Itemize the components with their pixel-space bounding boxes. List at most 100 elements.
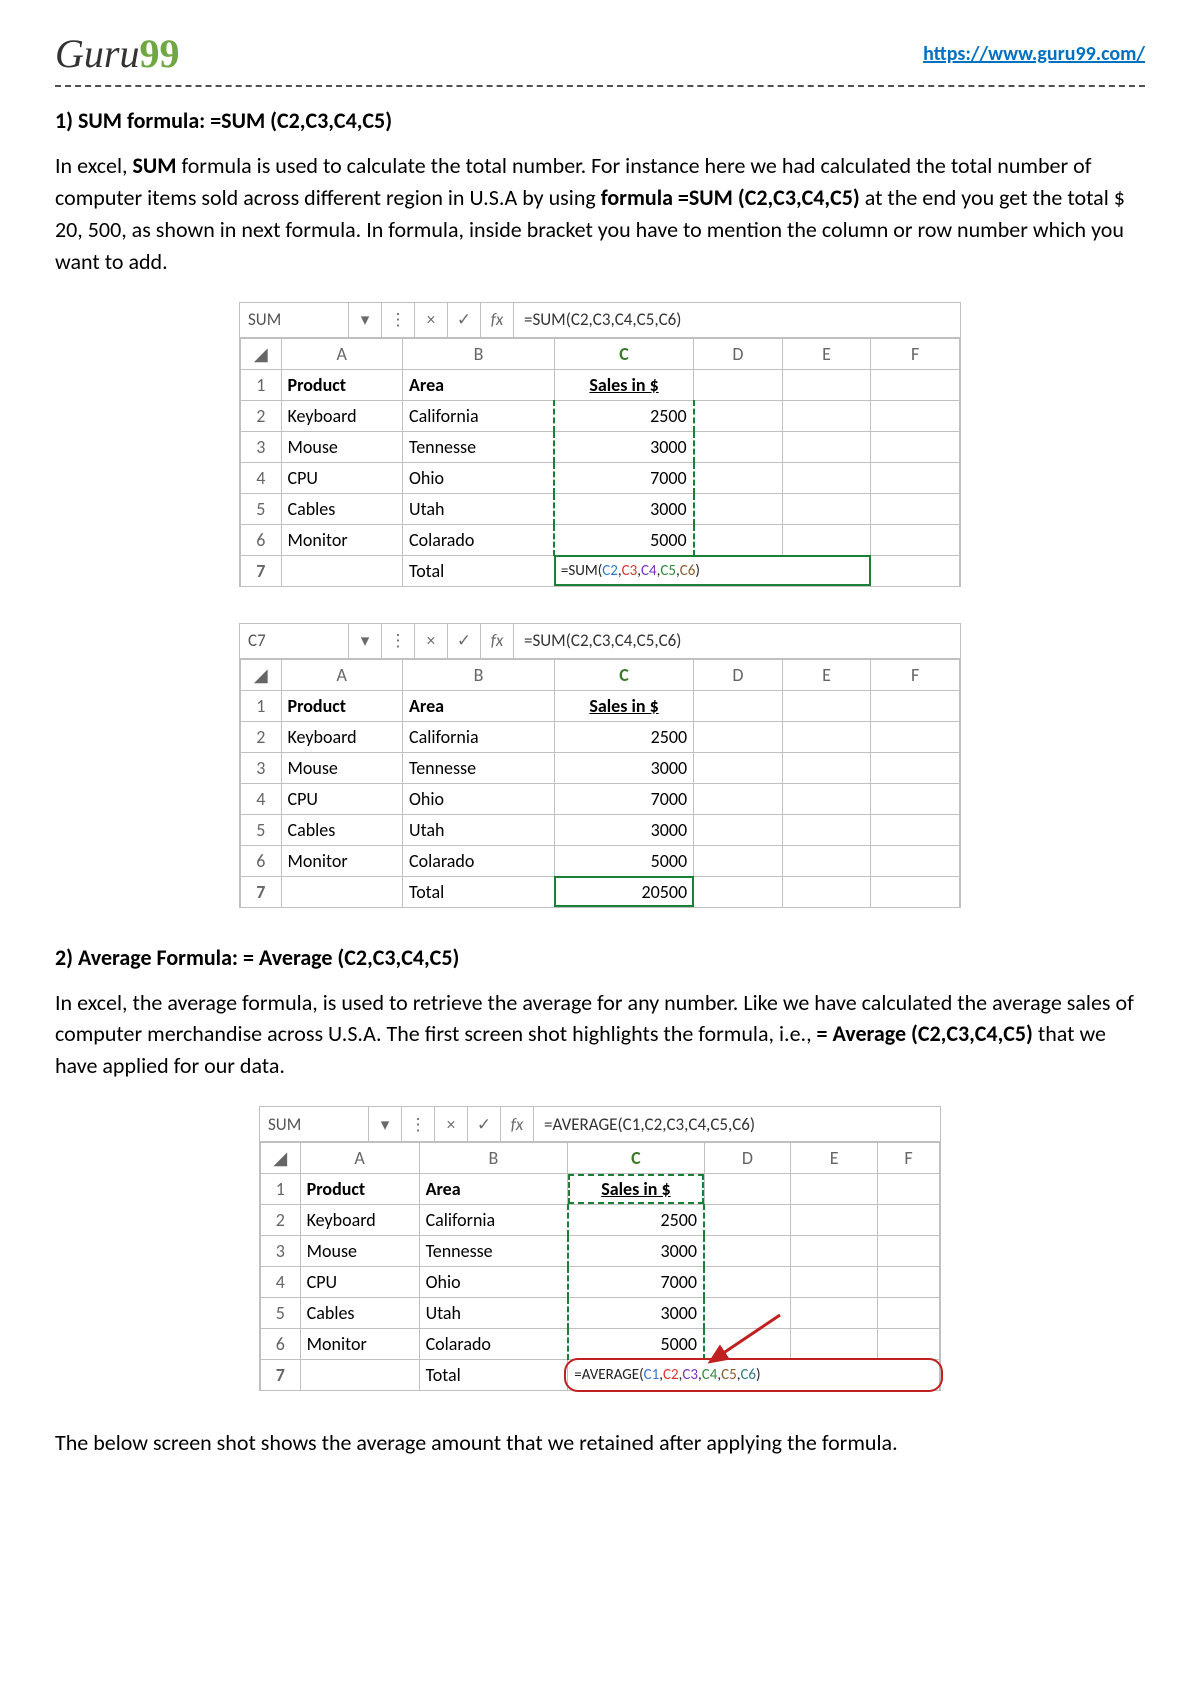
dropdown-icon[interactable]: ▾: [349, 303, 382, 337]
cell[interactable]: [300, 1360, 419, 1391]
cell[interactable]: [704, 1298, 791, 1329]
cell[interactable]: [782, 400, 871, 431]
cell[interactable]: [791, 1205, 878, 1236]
fx-icon[interactable]: fx: [481, 303, 514, 337]
formula-bar-input[interactable]: =SUM(C2,C3,C4,C5,C6): [514, 303, 960, 337]
col-header[interactable]: E: [782, 659, 871, 690]
cell[interactable]: California: [403, 721, 555, 752]
col-header[interactable]: B: [419, 1143, 568, 1174]
cell[interactable]: [782, 690, 871, 721]
formula-bar-input[interactable]: =AVERAGE(C1,C2,C3,C4,C5,C6): [534, 1107, 940, 1141]
cell[interactable]: [871, 462, 960, 493]
formula-bar-input[interactable]: =SUM(C2,C3,C4,C5,C6): [514, 624, 960, 658]
cell[interactable]: [791, 1298, 878, 1329]
col-header[interactable]: D: [694, 659, 783, 690]
cell[interactable]: [694, 431, 783, 462]
cell[interactable]: [871, 783, 960, 814]
cell[interactable]: [782, 431, 871, 462]
cell[interactable]: 3000: [568, 1236, 704, 1267]
cell[interactable]: [871, 845, 960, 876]
name-box[interactable]: SUM: [240, 303, 349, 337]
cell[interactable]: [871, 752, 960, 783]
cell[interactable]: Keyboard: [281, 400, 403, 431]
cell[interactable]: California: [419, 1205, 568, 1236]
cell[interactable]: [704, 1205, 791, 1236]
cell[interactable]: CPU: [281, 462, 403, 493]
cell[interactable]: [694, 783, 783, 814]
dropdown-icon[interactable]: ▾: [349, 624, 382, 658]
cell[interactable]: Colarado: [403, 845, 555, 876]
cell[interactable]: Area: [403, 369, 555, 400]
cell[interactable]: 2500: [554, 400, 693, 431]
cell[interactable]: [694, 524, 783, 555]
cell[interactable]: [877, 1329, 939, 1360]
cell[interactable]: Product: [281, 690, 403, 721]
cell[interactable]: [877, 1174, 939, 1205]
cell[interactable]: Sales in $: [554, 369, 693, 400]
cell[interactable]: [694, 369, 783, 400]
cancel-icon[interactable]: ×: [415, 624, 448, 658]
col-B-header[interactable]: B: [403, 338, 555, 369]
cell[interactable]: [782, 814, 871, 845]
cell[interactable]: [694, 690, 783, 721]
site-link[interactable]: https://www.guru99.com/: [923, 42, 1145, 66]
cell[interactable]: 3000: [554, 814, 693, 845]
cell[interactable]: [791, 1174, 878, 1205]
cell[interactable]: Cables: [281, 814, 403, 845]
cell[interactable]: [782, 524, 871, 555]
cell[interactable]: [871, 555, 960, 586]
cell[interactable]: Tennesse: [419, 1236, 568, 1267]
cell[interactable]: 3000: [554, 752, 693, 783]
cell[interactable]: 5000: [568, 1329, 704, 1360]
cell[interactable]: [782, 845, 871, 876]
cell[interactable]: Total: [419, 1360, 568, 1391]
cell[interactable]: [281, 876, 403, 907]
cell[interactable]: Sales in $: [554, 690, 693, 721]
cell[interactable]: Mouse: [300, 1236, 419, 1267]
cell[interactable]: Tennesse: [403, 752, 555, 783]
formula-cell-oval[interactable]: =AVERAGE(C1,C2,C3,C4,C5,C6): [568, 1360, 940, 1391]
corner-cell[interactable]: ◢: [261, 1143, 301, 1174]
cell[interactable]: [871, 524, 960, 555]
fx-icon[interactable]: fx: [501, 1107, 534, 1141]
cell[interactable]: 3000: [554, 431, 693, 462]
cell[interactable]: Monitor: [281, 524, 403, 555]
cancel-icon[interactable]: ×: [415, 303, 448, 337]
enter-check-icon[interactable]: ✓: [468, 1107, 501, 1141]
cell[interactable]: [871, 690, 960, 721]
cell[interactable]: [281, 555, 403, 586]
cell[interactable]: [704, 1329, 791, 1360]
col-header[interactable]: F: [877, 1143, 939, 1174]
cell[interactable]: [694, 814, 783, 845]
cell[interactable]: Area: [419, 1174, 568, 1205]
cell[interactable]: Ohio: [419, 1267, 568, 1298]
cell[interactable]: Keyboard: [281, 721, 403, 752]
cancel-icon[interactable]: ×: [435, 1107, 468, 1141]
col-F-header[interactable]: F: [871, 338, 960, 369]
cell[interactable]: 5000: [554, 845, 693, 876]
cell[interactable]: [782, 752, 871, 783]
cell[interactable]: Mouse: [281, 752, 403, 783]
col-header[interactable]: C: [568, 1143, 704, 1174]
col-header[interactable]: F: [871, 659, 960, 690]
cell[interactable]: Total: [403, 876, 555, 907]
cell[interactable]: Colarado: [419, 1329, 568, 1360]
cell[interactable]: [782, 369, 871, 400]
cell[interactable]: [782, 493, 871, 524]
cell[interactable]: 3000: [554, 493, 693, 524]
cell[interactable]: [694, 876, 783, 907]
cell[interactable]: [782, 876, 871, 907]
cell[interactable]: [704, 1236, 791, 1267]
enter-check-icon[interactable]: ✓: [448, 624, 481, 658]
cell[interactable]: CPU: [281, 783, 403, 814]
cell[interactable]: CPU: [300, 1267, 419, 1298]
cell[interactable]: [871, 400, 960, 431]
cell[interactable]: [704, 1174, 791, 1205]
col-header[interactable]: C: [554, 659, 693, 690]
dropdown-icon[interactable]: ▾: [369, 1107, 402, 1141]
cell[interactable]: 3000: [568, 1298, 704, 1329]
result-cell[interactable]: 20500: [554, 876, 693, 907]
cell[interactable]: Utah: [419, 1298, 568, 1329]
cell[interactable]: [871, 369, 960, 400]
cell[interactable]: Sales in $: [568, 1174, 704, 1205]
